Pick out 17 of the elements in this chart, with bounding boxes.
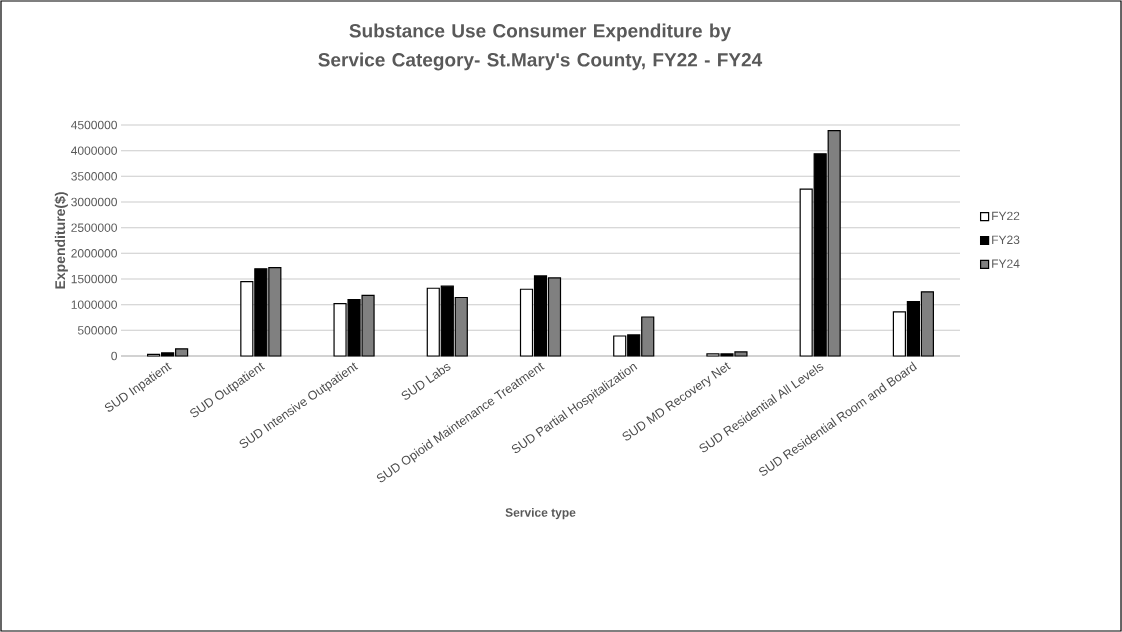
y-tick-label: 4500000 [71, 120, 117, 130]
y-tick-label: 2500000 [71, 223, 117, 232]
x-tick-label: SUD Labs [401, 363, 451, 400]
y-tick-label: 1000000 [71, 300, 117, 309]
y-tick-label: 3500000 [71, 172, 117, 181]
y-tick-label: 0 [111, 351, 117, 361]
y-tick-label: 500000 [77, 326, 117, 335]
y-tick-label: 4000000 [71, 146, 117, 155]
y-tick-label: 1500000 [71, 274, 117, 284]
x-axis-title: Service type [505, 507, 576, 520]
legend-label: FY22 [992, 211, 1020, 221]
y-axis-title: Expenditure($) [54, 192, 68, 289]
y-tick-label: 2000000 [71, 249, 117, 258]
y-tick-label: 3000000 [71, 197, 117, 207]
chart-title: Substance Use Consumer Expenditure by Service Category- St.Mary's County, FY22 - FY24 [318, 23, 763, 71]
legend-label: FY24 [992, 259, 1020, 268]
legend-label: FY23 [992, 235, 1020, 245]
